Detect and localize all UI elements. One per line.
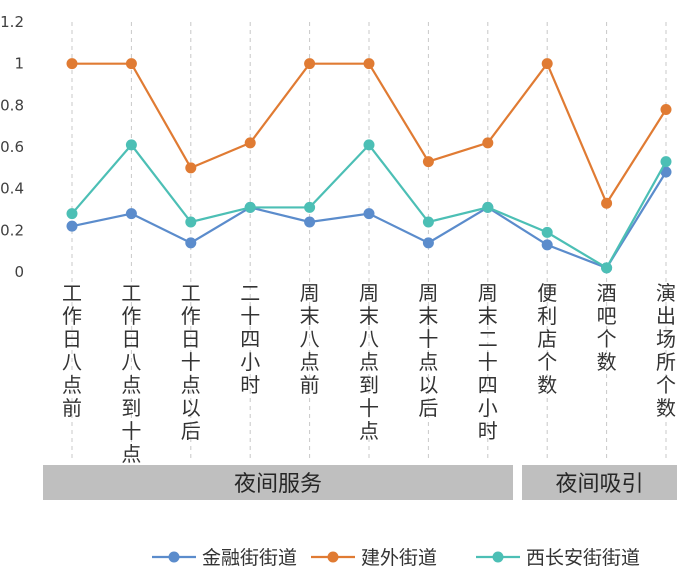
data-point-s2-7	[482, 201, 494, 213]
legend-marker-0	[168, 551, 180, 563]
y-tick-label: 1	[14, 55, 24, 73]
x-tick-label-9: 酒吧个数	[597, 281, 617, 374]
legend-label-1: 建外街道	[361, 547, 437, 569]
legend-marker-2	[492, 551, 504, 563]
data-point-s1-6	[422, 156, 434, 168]
x-tick-label-5: 周末八点到十点	[359, 281, 379, 443]
legend-label-2: 西长安街街道	[526, 547, 640, 569]
data-point-s0-0	[66, 220, 78, 232]
data-point-s1-5	[363, 58, 375, 70]
data-point-s2-2	[185, 216, 197, 228]
data-point-s1-0	[66, 58, 78, 70]
x-tick-label-7: 周末二十四小时	[478, 281, 498, 443]
x-tick-label-3: 二十四小时	[240, 281, 260, 397]
data-point-s2-3	[244, 201, 256, 213]
y-tick-label: 0.4	[0, 180, 24, 198]
x-tick-label-4: 周末八点前	[300, 281, 320, 397]
data-point-s0-4	[304, 216, 316, 228]
y-tick-label: 0.2	[0, 221, 24, 239]
y-tick-label: 0.6	[0, 138, 24, 156]
data-point-s1-9	[601, 197, 613, 209]
data-point-s2-6	[422, 216, 434, 228]
category-groups: 夜间服务 夜间吸引	[43, 465, 677, 500]
x-axis: 工作日八点前 工作日八点到十点 工作日十点以后 二十四小时 周末八点前 周末八点到十点 周末…	[62, 281, 676, 466]
y-tick-label: 0.8	[0, 96, 24, 114]
data-point-s0-2	[185, 237, 197, 249]
data-point-s1-3	[244, 137, 256, 149]
data-point-s0-6	[422, 237, 434, 249]
legend-label-0: 金融街街道	[202, 547, 297, 569]
data-point-s2-10	[660, 156, 672, 168]
data-point-s1-10	[660, 104, 672, 115]
data-point-s2-5	[363, 139, 375, 151]
group-box-0	[43, 465, 513, 500]
data-point-s2-1	[125, 139, 137, 151]
data-point-s0-5	[363, 208, 375, 220]
x-tick-label-10: 演出场所个数	[656, 281, 676, 420]
x-tick-label-0: 工作日八点前	[62, 281, 82, 420]
data-point-s0-10	[660, 166, 672, 178]
legend: 金融街街道 建外街道 西长安街街道	[152, 547, 640, 569]
y-tick-label: 0	[14, 263, 24, 281]
x-tick-label-6: 周末十点以后	[418, 281, 438, 420]
x-tick-label-1: 工作日八点到十点	[121, 281, 141, 466]
data-point-s1-2	[185, 162, 197, 174]
data-point-s2-9	[601, 262, 613, 274]
group-label-0: 夜间服务	[234, 472, 322, 497]
x-tick-label-8: 便利店个数	[537, 281, 557, 397]
legend-marker-1	[327, 551, 339, 563]
series-line-0	[71, 171, 667, 270]
data-point-s1-1	[125, 58, 137, 70]
x-tick-label-2: 工作日十点以后	[181, 281, 201, 443]
group-label-1: 夜间吸引	[555, 472, 643, 497]
data-point-s1-8	[541, 58, 553, 70]
data-point-s1-7	[482, 137, 494, 149]
y-axis: 0 0.2 0.4 0.6 0.8 1 1.2	[0, 13, 24, 281]
data-point-s0-8	[541, 239, 553, 251]
group-box-1	[522, 465, 677, 500]
data-point-s2-4	[304, 201, 316, 213]
data-point-s0-1	[125, 208, 137, 220]
data-point-s2-0	[66, 208, 78, 220]
data-point-s1-4	[304, 58, 316, 70]
y-tick-label: 1.2	[0, 13, 24, 31]
data-point-s2-8	[541, 226, 553, 238]
series	[66, 58, 672, 274]
